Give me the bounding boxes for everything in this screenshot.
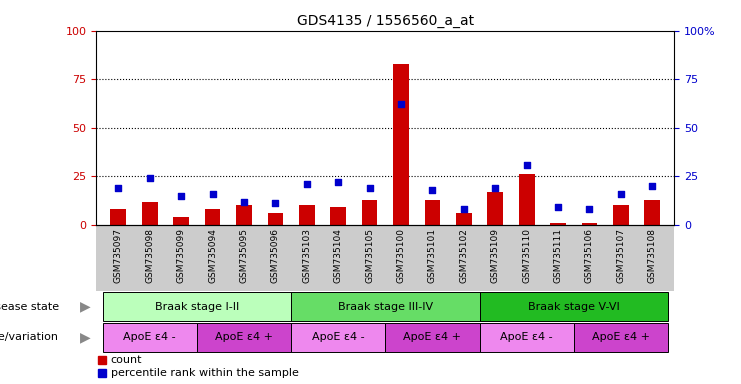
Point [615,191,627,197]
Bar [479,292,668,321]
Point [427,187,439,193]
Bar [393,64,409,225]
Text: GSM735109: GSM735109 [491,228,499,283]
Text: GSM735096: GSM735096 [271,228,280,283]
Bar [142,202,158,225]
Point [207,191,219,197]
Point [113,185,124,191]
Bar [173,217,189,225]
Bar [102,292,291,321]
Bar [236,205,252,225]
Text: disease state: disease state [0,302,59,312]
Bar [456,213,472,225]
Bar [110,209,126,225]
Title: GDS4135 / 1556560_a_at: GDS4135 / 1556560_a_at [296,14,474,28]
Point [584,206,596,212]
Text: GSM735099: GSM735099 [176,228,186,283]
Point [301,181,313,187]
Bar [425,200,440,225]
Bar [479,323,574,352]
Text: Braak stage III-IV: Braak stage III-IV [338,302,433,312]
Bar [551,223,566,225]
Bar [519,174,534,225]
Text: ▶: ▶ [80,330,90,344]
Text: ApoE ε4 -: ApoE ε4 - [312,332,365,342]
Text: GSM735102: GSM735102 [459,228,468,283]
Text: GSM735098: GSM735098 [145,228,154,283]
Bar [299,205,315,225]
Text: ApoE ε4 +: ApoE ε4 + [403,332,462,342]
Bar [645,200,660,225]
Point [144,175,156,181]
Text: ApoE ε4 -: ApoE ε4 - [124,332,176,342]
Bar [613,205,629,225]
Text: GSM735094: GSM735094 [208,228,217,283]
Text: GSM735097: GSM735097 [114,228,123,283]
Text: ▶: ▶ [80,300,90,314]
Bar [291,292,479,321]
Point [458,206,470,212]
Bar [102,323,197,352]
Text: GSM735104: GSM735104 [333,228,342,283]
Point [238,199,250,205]
Bar [385,323,479,352]
Bar [291,323,385,352]
Bar [205,209,220,225]
Point [489,185,501,191]
Text: GSM735106: GSM735106 [585,228,594,283]
Text: GSM735103: GSM735103 [302,228,311,283]
Point [270,200,282,207]
Text: ApoE ε4 +: ApoE ε4 + [592,332,650,342]
Point [646,183,658,189]
Text: ApoE ε4 +: ApoE ε4 + [215,332,273,342]
Text: Braak stage I-II: Braak stage I-II [155,302,239,312]
Text: GSM735107: GSM735107 [617,228,625,283]
Bar [488,192,503,225]
Point [364,185,376,191]
Bar [268,213,283,225]
Text: ApoE ε4 -: ApoE ε4 - [500,332,553,342]
Text: GSM735111: GSM735111 [554,228,562,283]
Text: GSM735095: GSM735095 [239,228,248,283]
Text: percentile rank within the sample: percentile rank within the sample [111,368,299,378]
Text: GSM735105: GSM735105 [365,228,374,283]
Text: GSM735101: GSM735101 [428,228,437,283]
Bar [197,323,291,352]
Text: genotype/variation: genotype/variation [0,332,59,342]
Text: GSM735108: GSM735108 [648,228,657,283]
Bar [574,323,668,352]
Point [395,101,407,108]
Bar [330,207,346,225]
Point [332,179,344,185]
Point [521,162,533,168]
Bar [582,223,597,225]
Text: Braak stage V-VI: Braak stage V-VI [528,302,619,312]
Text: count: count [111,355,142,365]
Text: GSM735100: GSM735100 [396,228,405,283]
Text: GSM735110: GSM735110 [522,228,531,283]
Bar [362,200,377,225]
Point [552,204,564,210]
Point [175,193,187,199]
